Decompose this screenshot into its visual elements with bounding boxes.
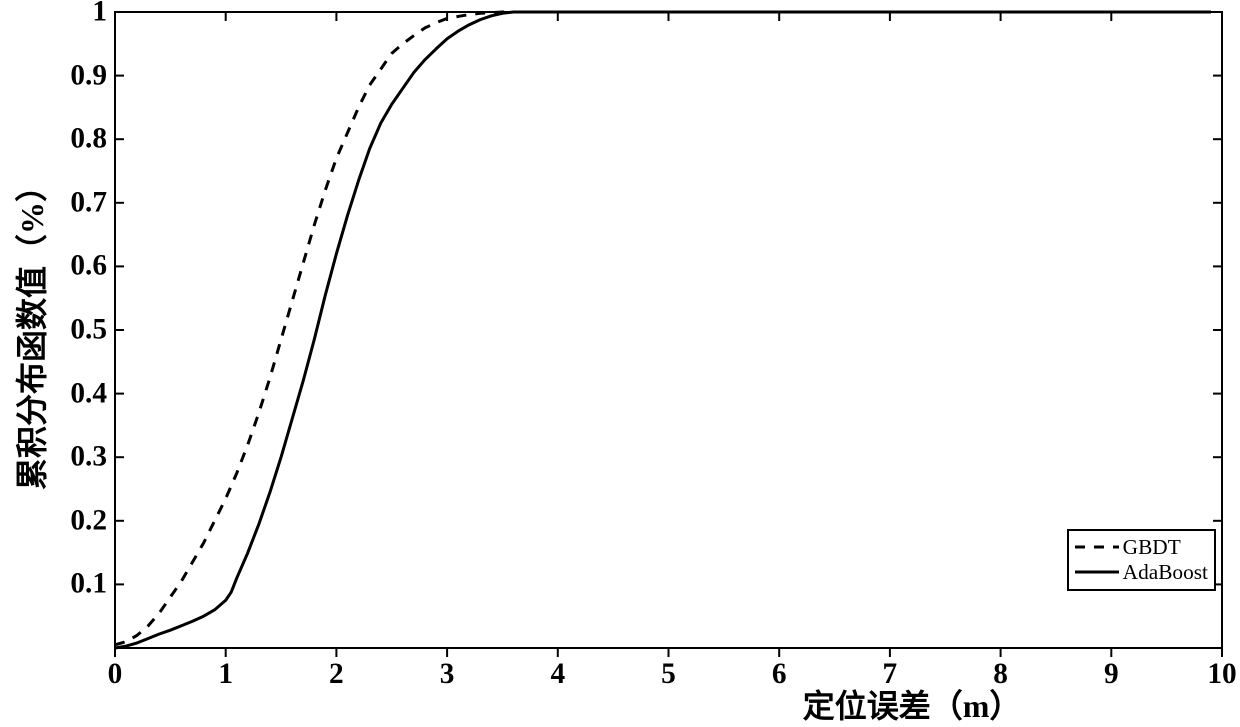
y-axis-label: 累积分布函数值（%） — [7, 170, 53, 490]
x-tick-label: 7 — [883, 658, 898, 691]
x-tick-label: 4 — [550, 658, 565, 691]
y-tick-label: 0.4 — [70, 377, 107, 410]
x-tick-label: 2 — [329, 658, 344, 691]
y-tick-label: 0.6 — [70, 250, 107, 283]
chart-svg — [0, 0, 1240, 724]
legend-item-adaboost: AdaBoost — [1075, 560, 1208, 585]
y-tick-label: 1 — [92, 0, 107, 29]
y-tick-label: 0.5 — [70, 314, 107, 347]
y-tick-label: 0.1 — [70, 568, 107, 601]
x-tick-label: 1 — [218, 658, 233, 691]
legend-line-sample — [1075, 565, 1119, 579]
y-tick-label: 0.2 — [70, 504, 107, 537]
x-tick-label: 10 — [1207, 658, 1236, 691]
y-tick-label: 0.7 — [70, 186, 107, 219]
y-tick-label: 0.3 — [70, 441, 107, 474]
y-tick-label: 0.8 — [70, 123, 107, 156]
cdf-chart: 累积分布函数值（%） 定位误差（m） GBDTAdaBoost 0 1 2 3 4 5 6 7… — [0, 0, 1240, 724]
legend-line-sample — [1075, 540, 1119, 554]
legend-label: GBDT — [1123, 535, 1181, 560]
y-tick-label: 0.9 — [70, 59, 107, 92]
x-tick-label: 5 — [661, 658, 676, 691]
legend-item-gbdt: GBDT — [1075, 535, 1208, 560]
x-tick-label: 3 — [440, 658, 455, 691]
legend-label: AdaBoost — [1123, 560, 1208, 585]
x-tick-label: 0 — [108, 658, 123, 691]
x-axis-label: 定位误差（m） — [803, 681, 1022, 727]
legend: GBDTAdaBoost — [1067, 529, 1216, 591]
x-tick-label: 6 — [772, 658, 787, 691]
x-tick-label: 9 — [1104, 658, 1119, 691]
x-tick-label: 8 — [993, 658, 1008, 691]
